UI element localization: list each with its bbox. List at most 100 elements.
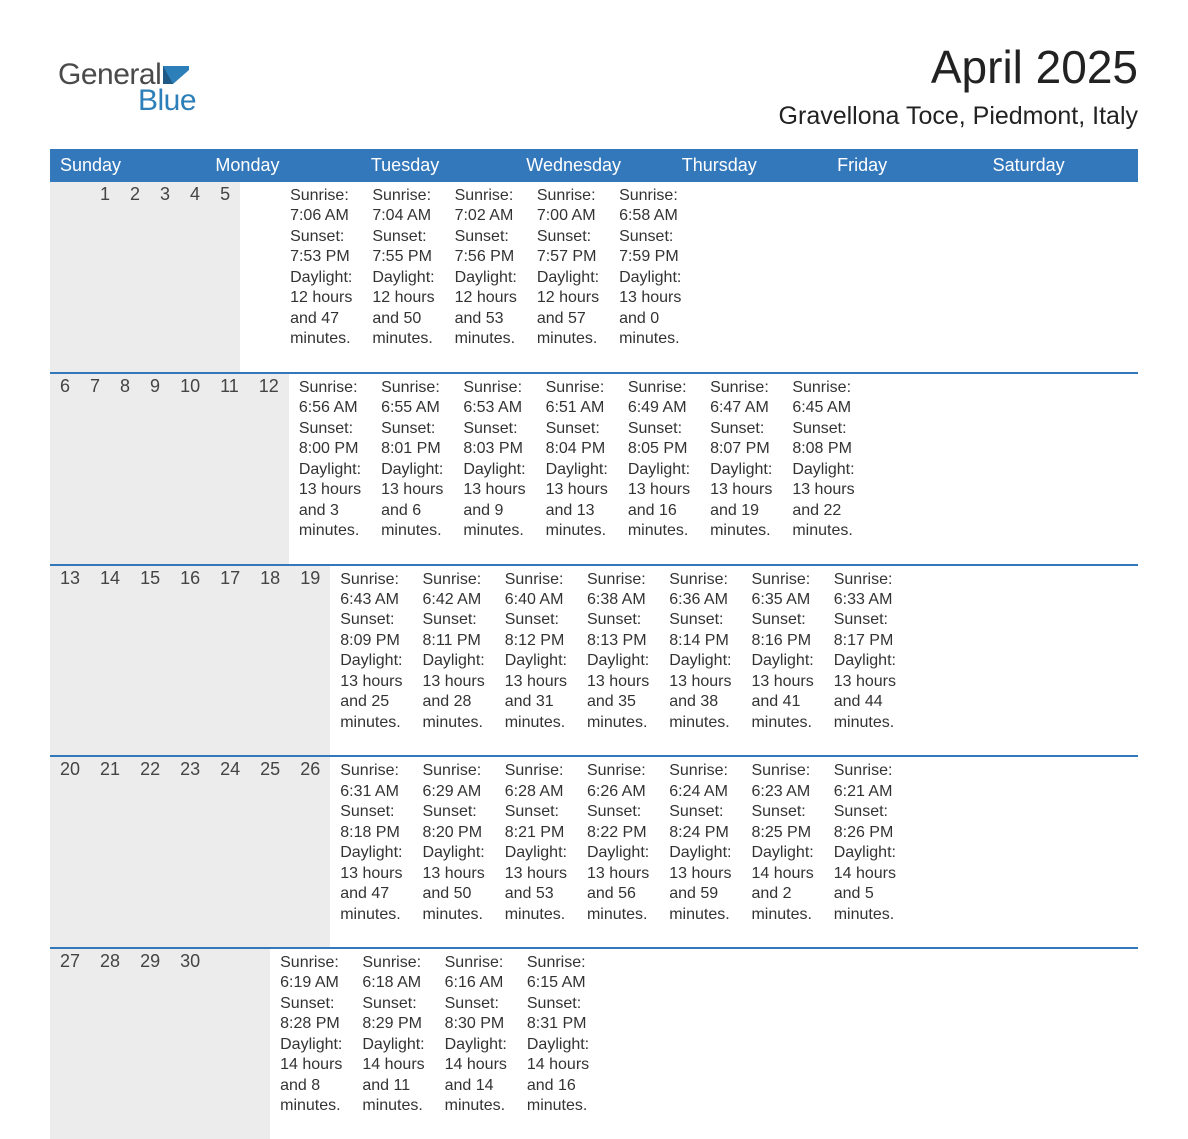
day-sunset: Sunset: 8:30 PM bbox=[445, 994, 507, 1035]
day-number bbox=[50, 182, 70, 372]
day-sunrise: Sunrise: 6:47 AM bbox=[710, 378, 772, 419]
day-sunrise: Sunrise: 6:31 AM bbox=[340, 761, 402, 802]
day-cell: Sunrise: 6:24 AMSunset: 8:24 PMDaylight:… bbox=[659, 757, 741, 947]
day-number: 16 bbox=[170, 566, 210, 756]
day-daylight1: Daylight: 12 hours bbox=[537, 268, 599, 309]
day-daylight2: and 59 minutes. bbox=[669, 884, 731, 925]
day-daylight2: and 22 minutes. bbox=[792, 501, 854, 542]
day-daylight1: Daylight: 14 hours bbox=[527, 1035, 589, 1076]
day-number: 24 bbox=[210, 757, 250, 947]
day-cell: Sunrise: 6:16 AMSunset: 8:30 PMDaylight:… bbox=[435, 949, 517, 1139]
day-sunset: Sunset: 8:12 PM bbox=[505, 610, 567, 651]
day-cell: Sunrise: 6:23 AMSunset: 8:25 PMDaylight:… bbox=[741, 757, 823, 947]
day-daylight2: and 16 minutes. bbox=[628, 501, 690, 542]
day-daylight1: Daylight: 14 hours bbox=[834, 843, 896, 884]
day-sunset: Sunset: 8:17 PM bbox=[834, 610, 896, 651]
day-cell: Sunrise: 6:31 AMSunset: 8:18 PMDaylight:… bbox=[330, 757, 412, 947]
day-number bbox=[70, 182, 90, 372]
day-number: 11 bbox=[210, 374, 249, 564]
day-sunset: Sunset: 7:53 PM bbox=[290, 227, 352, 268]
day-number: 2 bbox=[120, 182, 150, 372]
day-number: 23 bbox=[170, 757, 210, 947]
day-daylight1: Daylight: 12 hours bbox=[455, 268, 517, 309]
day-daylight2: and 38 minutes. bbox=[669, 692, 731, 733]
day-sunrise: Sunrise: 6:19 AM bbox=[280, 953, 342, 994]
day-sunrise: Sunrise: 6:55 AM bbox=[381, 378, 443, 419]
day-daylight2: and 6 minutes. bbox=[381, 501, 443, 542]
day-sunrise: Sunrise: 6:45 AM bbox=[792, 378, 854, 419]
day-daylight2: and 19 minutes. bbox=[710, 501, 772, 542]
day-sunrise: Sunrise: 6:26 AM bbox=[587, 761, 649, 802]
day-daylight1: Daylight: 13 hours bbox=[299, 460, 361, 501]
location: Gravellona Toce, Piedmont, Italy bbox=[779, 102, 1138, 131]
day-sunrise: Sunrise: 6:43 AM bbox=[340, 570, 402, 611]
day-daylight2: and 44 minutes. bbox=[834, 692, 896, 733]
day-sunset: Sunset: 8:00 PM bbox=[299, 419, 361, 460]
day-cell: Sunrise: 6:33 AMSunset: 8:17 PMDaylight:… bbox=[824, 566, 906, 756]
day-cell: Sunrise: 7:02 AMSunset: 7:56 PMDaylight:… bbox=[445, 182, 527, 372]
day-number: 26 bbox=[290, 757, 330, 947]
logo-blue-text: Blue bbox=[58, 84, 196, 118]
day-sunset: Sunset: 7:55 PM bbox=[372, 227, 434, 268]
calendar-week: 13141516171819Sunrise: 6:43 AMSunset: 8:… bbox=[50, 564, 1138, 756]
day-cell: Sunrise: 6:58 AMSunset: 7:59 PMDaylight:… bbox=[609, 182, 691, 372]
day-daylight2: and 8 minutes. bbox=[280, 1076, 342, 1117]
day-cell: Sunrise: 6:40 AMSunset: 8:12 PMDaylight:… bbox=[495, 566, 577, 756]
day-daylight1: Daylight: 12 hours bbox=[372, 268, 434, 309]
weekday-wednesday: Wednesday bbox=[516, 149, 671, 182]
day-number-row: 6789101112 bbox=[50, 374, 289, 564]
day-daylight1: Daylight: 13 hours bbox=[422, 651, 484, 692]
day-sunset: Sunset: 8:25 PM bbox=[751, 802, 813, 843]
day-sunset: Sunset: 7:59 PM bbox=[619, 227, 681, 268]
day-sunrise: Sunrise: 6:21 AM bbox=[834, 761, 896, 802]
day-cell bbox=[599, 949, 619, 1139]
day-daylight1: Daylight: 13 hours bbox=[505, 651, 567, 692]
day-sunrise: Sunrise: 7:02 AM bbox=[455, 186, 517, 227]
day-sunrise: Sunrise: 6:51 AM bbox=[546, 378, 608, 419]
day-number: 19 bbox=[290, 566, 330, 756]
day-daylight2: and 0 minutes. bbox=[619, 309, 681, 350]
day-sunrise: Sunrise: 6:35 AM bbox=[751, 570, 813, 611]
day-daylight1: Daylight: 12 hours bbox=[290, 268, 352, 309]
day-number: 25 bbox=[250, 757, 290, 947]
day-daylight1: Daylight: 13 hours bbox=[628, 460, 690, 501]
day-daylight1: Daylight: 13 hours bbox=[340, 651, 402, 692]
day-sunrise: Sunrise: 6:56 AM bbox=[299, 378, 361, 419]
day-daylight2: and 9 minutes. bbox=[463, 501, 525, 542]
day-daylight2: and 57 minutes. bbox=[537, 309, 599, 350]
weekday-tuesday: Tuesday bbox=[361, 149, 516, 182]
day-number: 1 bbox=[90, 182, 120, 372]
day-sunset: Sunset: 8:05 PM bbox=[628, 419, 690, 460]
day-sunrise: Sunrise: 6:42 AM bbox=[422, 570, 484, 611]
day-daylight2: and 35 minutes. bbox=[587, 692, 649, 733]
day-number: 15 bbox=[130, 566, 170, 756]
day-sunrise: Sunrise: 6:33 AM bbox=[834, 570, 896, 611]
day-sunset: Sunset: 8:08 PM bbox=[792, 419, 854, 460]
day-sunrise: Sunrise: 6:49 AM bbox=[628, 378, 690, 419]
day-number bbox=[210, 949, 230, 1139]
day-daylight2: and 47 minutes. bbox=[290, 309, 352, 350]
day-cell: Sunrise: 6:49 AMSunset: 8:05 PMDaylight:… bbox=[618, 374, 700, 564]
day-daylight2: and 2 minutes. bbox=[751, 884, 813, 925]
day-daylight2: and 41 minutes. bbox=[751, 692, 813, 733]
day-cell: Sunrise: 6:42 AMSunset: 8:11 PMDaylight:… bbox=[412, 566, 494, 756]
day-content-row: Sunrise: 6:56 AMSunset: 8:00 PMDaylight:… bbox=[289, 374, 865, 564]
day-number: 12 bbox=[249, 374, 289, 564]
day-daylight2: and 25 minutes. bbox=[340, 692, 402, 733]
day-cell: Sunrise: 6:43 AMSunset: 8:09 PMDaylight:… bbox=[330, 566, 412, 756]
day-sunrise: Sunrise: 6:15 AM bbox=[527, 953, 589, 994]
day-daylight2: and 47 minutes. bbox=[340, 884, 402, 925]
day-number: 4 bbox=[180, 182, 210, 372]
day-sunset: Sunset: 8:20 PM bbox=[422, 802, 484, 843]
day-number: 27 bbox=[50, 949, 90, 1139]
day-daylight1: Daylight: 14 hours bbox=[751, 843, 813, 884]
day-number: 10 bbox=[170, 374, 210, 564]
day-number: 18 bbox=[250, 566, 290, 756]
day-content-row: Sunrise: 6:19 AMSunset: 8:28 PMDaylight:… bbox=[270, 949, 659, 1139]
day-number: 6 bbox=[50, 374, 80, 564]
day-number: 14 bbox=[90, 566, 130, 756]
day-cell: Sunrise: 6:36 AMSunset: 8:14 PMDaylight:… bbox=[659, 566, 741, 756]
day-cell: Sunrise: 7:06 AMSunset: 7:53 PMDaylight:… bbox=[280, 182, 362, 372]
day-daylight1: Daylight: 13 hours bbox=[587, 843, 649, 884]
day-cell: Sunrise: 6:47 AMSunset: 8:07 PMDaylight:… bbox=[700, 374, 782, 564]
